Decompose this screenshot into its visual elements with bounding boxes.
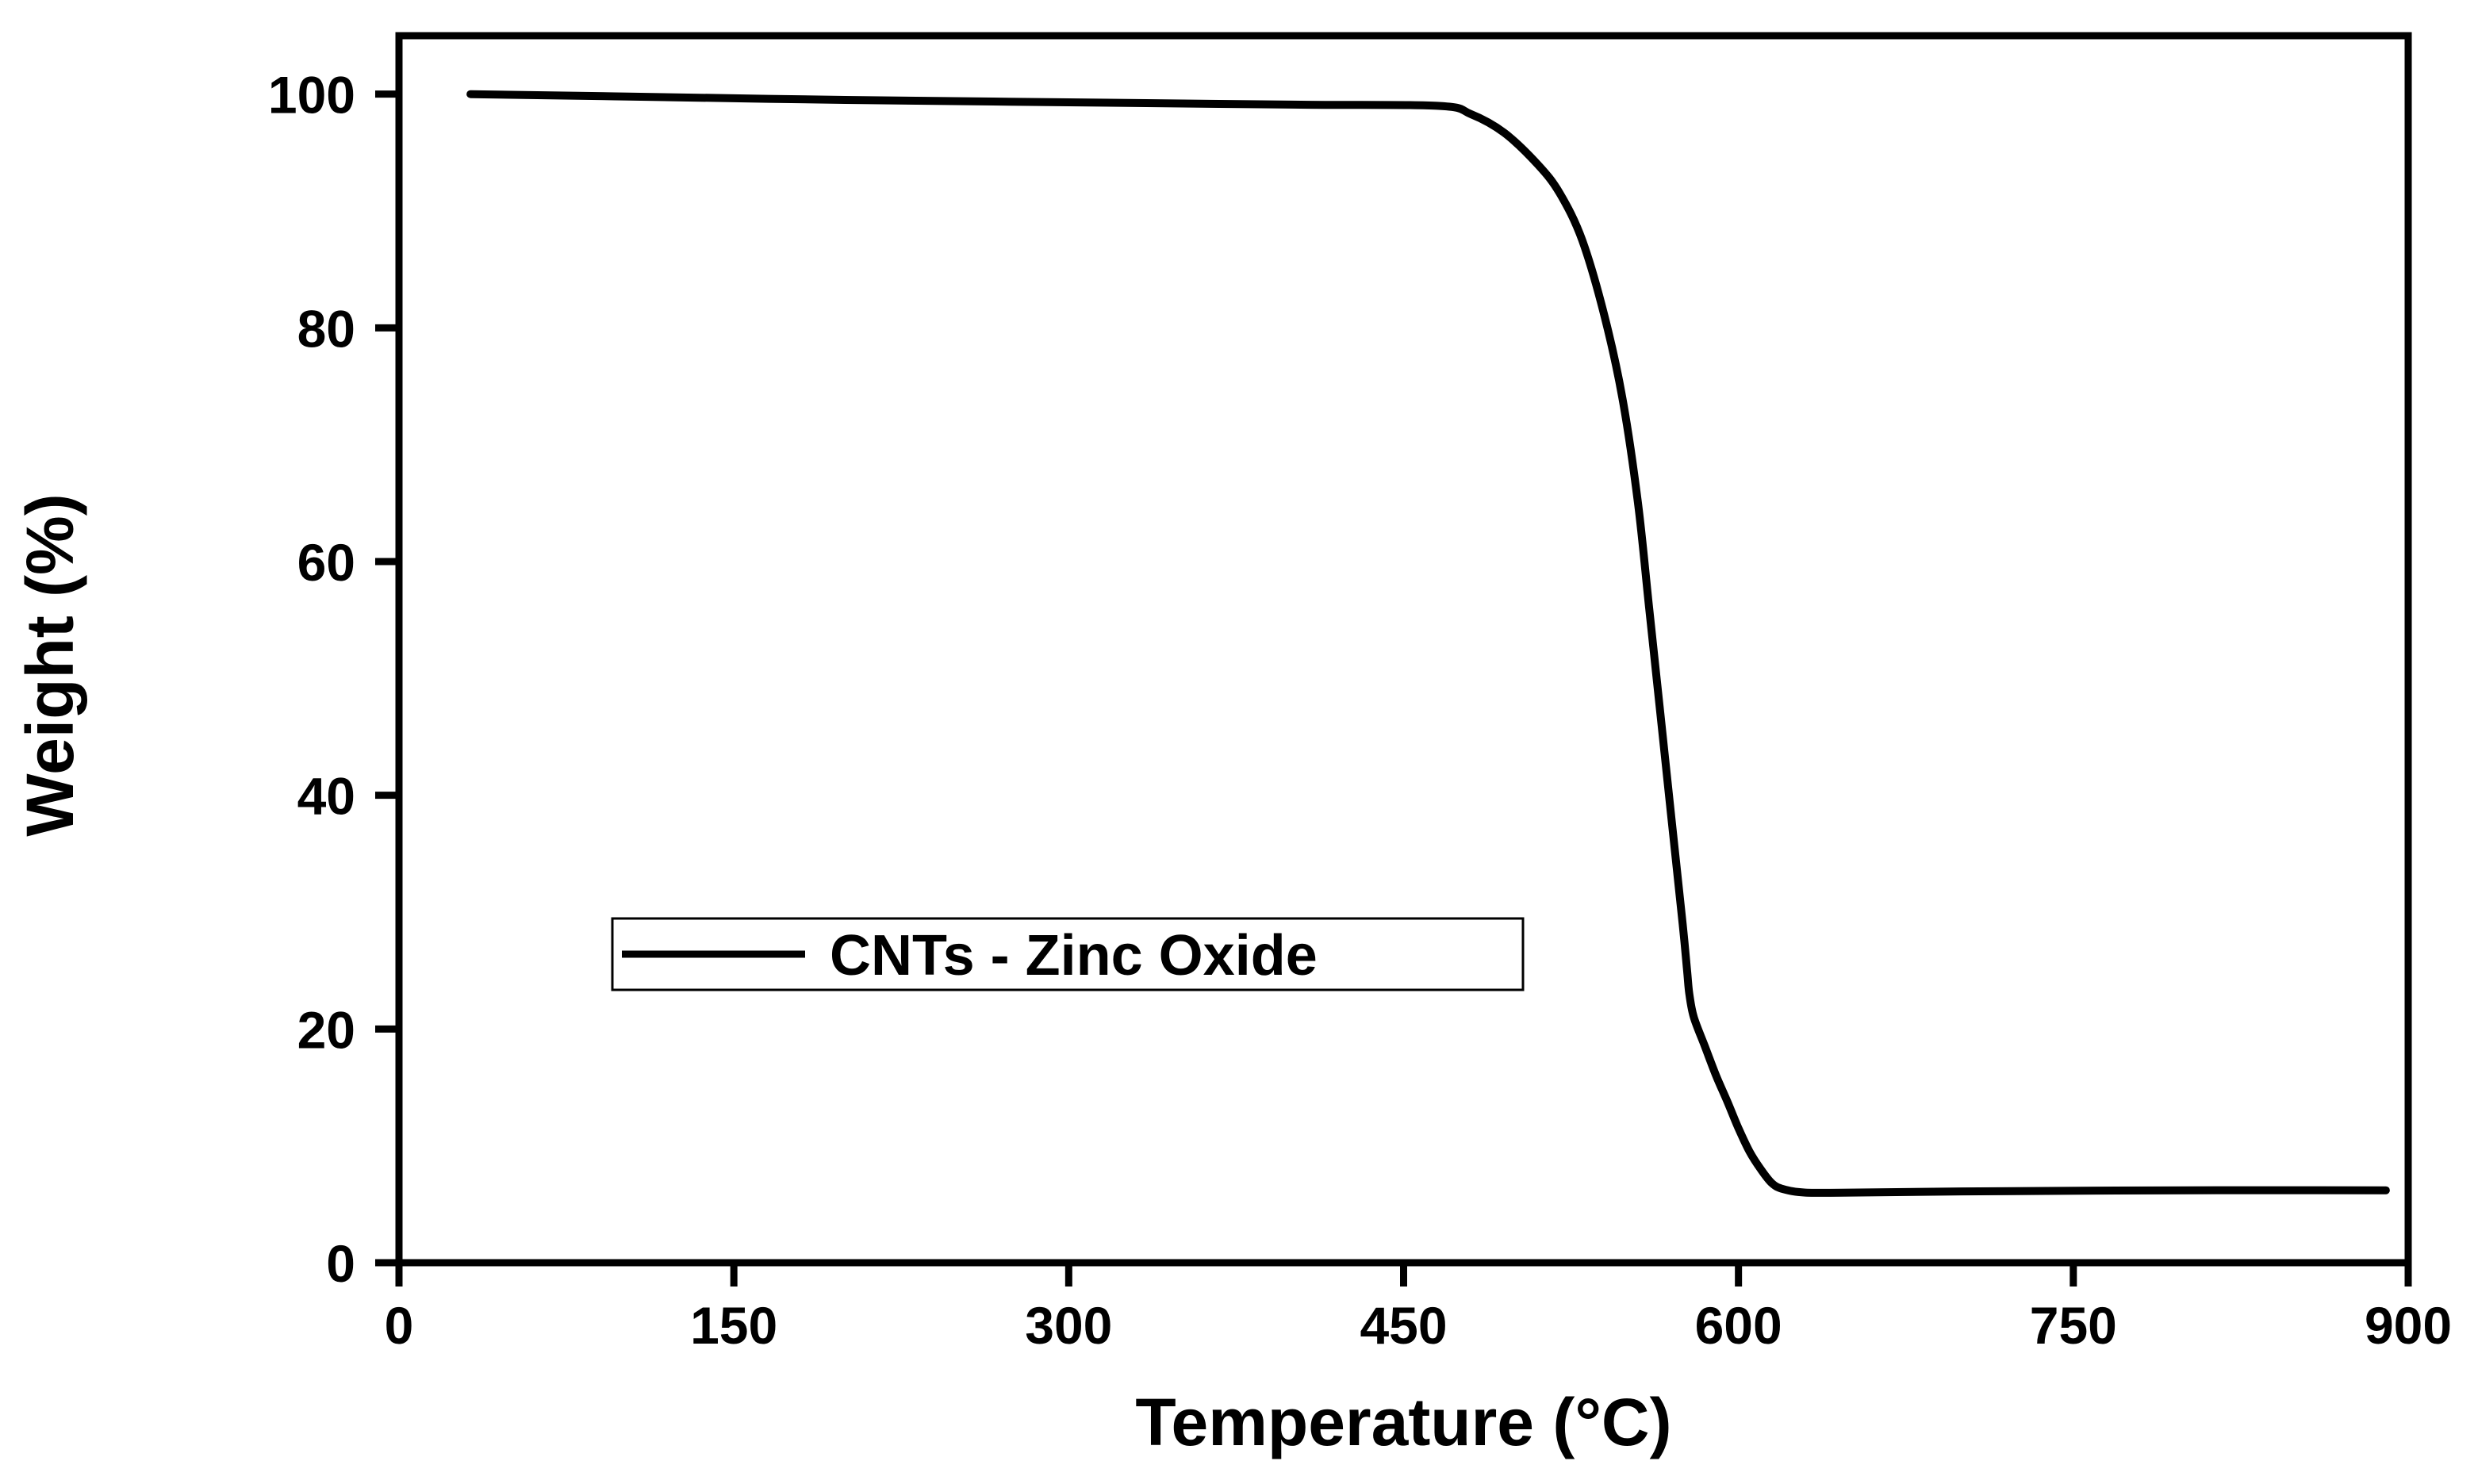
x-tick-label: 450 xyxy=(1360,1296,1447,1355)
y-tick-label: 0 xyxy=(326,1234,355,1293)
y-tick-label: 80 xyxy=(297,299,355,358)
legend: CNTs - Zinc Oxide xyxy=(611,917,1525,991)
x-tick-label: 150 xyxy=(690,1296,777,1355)
x-axis-label: Temperature (°C) xyxy=(1135,1385,1671,1459)
x-tick-label: 600 xyxy=(1695,1296,1782,1355)
y-tick-label: 40 xyxy=(297,767,355,826)
plot-frame xyxy=(395,32,2412,1267)
x-tick-label: 300 xyxy=(1025,1296,1112,1355)
x-tick-label: 0 xyxy=(385,1296,414,1355)
series-layer xyxy=(466,90,2390,1197)
x-axis-ticks: 0 150 300 450 600 750 900 xyxy=(385,1263,2452,1355)
x-tick-label: 750 xyxy=(2030,1296,2117,1355)
y-tick-label: 100 xyxy=(268,66,355,125)
series-line-cnts-zinc-oxide xyxy=(466,90,2390,1197)
legend-entry-cnts-zinc-oxide: CNTs - Zinc Oxide xyxy=(830,924,1318,987)
y-tick-label: 60 xyxy=(297,533,355,592)
y-axis-label: Weight (%) xyxy=(13,493,87,836)
y-tick-label: 20 xyxy=(297,1000,355,1059)
y-axis-ticks: 0 20 40 60 80 100 xyxy=(268,66,399,1293)
x-tick-label: 900 xyxy=(2365,1296,2452,1355)
